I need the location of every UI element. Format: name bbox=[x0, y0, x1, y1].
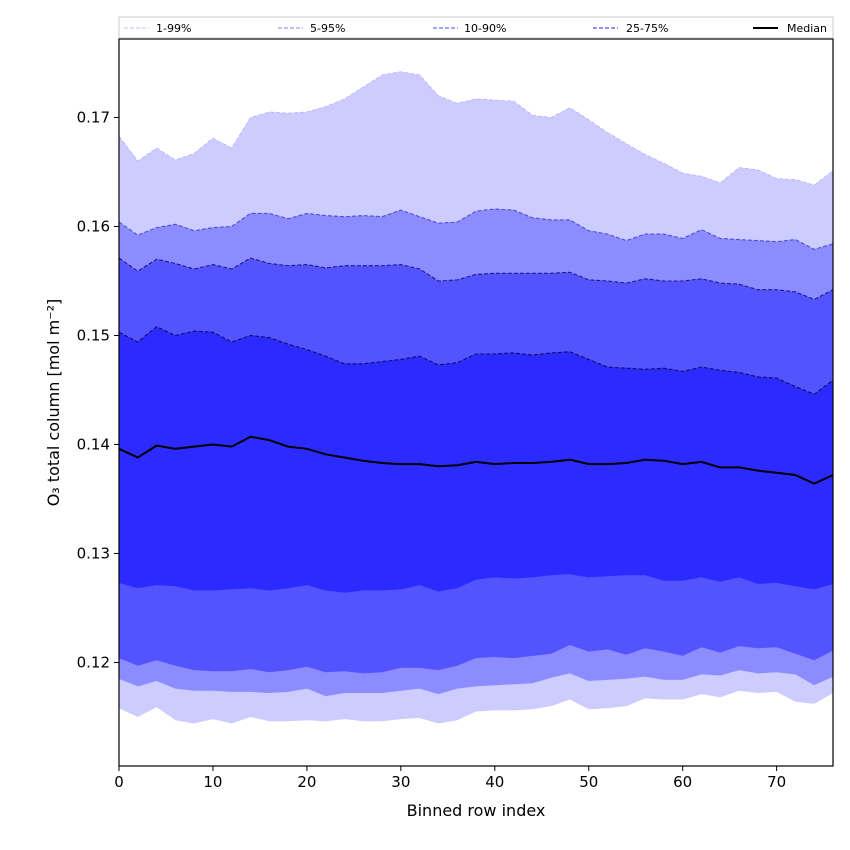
x-tick-label: 70 bbox=[767, 773, 786, 791]
band-25-75pct bbox=[119, 326, 833, 593]
y-tick-label: 0.17 bbox=[77, 108, 110, 126]
x-tick-label: 20 bbox=[297, 773, 316, 791]
legend-box bbox=[118, 16, 834, 39]
band-upper-line-5-95pct bbox=[118, 208, 834, 250]
legend-label: Median bbox=[787, 22, 827, 35]
x-tick-label: 50 bbox=[579, 773, 598, 791]
legend-label: 25-75% bbox=[626, 22, 668, 35]
plot-frame bbox=[118, 38, 834, 767]
y-tick-label: 0.13 bbox=[77, 544, 110, 562]
legend-label: 5-95% bbox=[310, 22, 345, 35]
y-tick-label: 0.14 bbox=[77, 435, 110, 453]
y-axis-label: O₃ total column [mol m⁻²] bbox=[44, 299, 63, 507]
y-tick-label: 0.12 bbox=[77, 653, 110, 671]
band-upper-line-25-75pct bbox=[118, 326, 834, 395]
x-tick-label: 60 bbox=[673, 773, 692, 791]
band-upper-line-10-90pct bbox=[118, 257, 834, 301]
x-axis-label: Binned row index bbox=[407, 801, 546, 820]
band-upper-line-1-99pct bbox=[118, 71, 834, 186]
y-tick-label: 0.15 bbox=[77, 326, 110, 344]
legend-label: 1-99% bbox=[156, 22, 191, 35]
y-axis: 0.12 0.13 0.14 0.15 0.16 0.17 bbox=[77, 108, 119, 671]
median-line bbox=[118, 435, 834, 485]
median-layer bbox=[118, 435, 834, 485]
y-tick-label: 0.16 bbox=[77, 217, 110, 235]
legend: 1-99% 5-95% 10-90% 25-75% Median bbox=[118, 16, 834, 39]
legend-label: 10-90% bbox=[464, 22, 506, 35]
x-axis: 0 10 20 30 40 50 60 70 bbox=[114, 766, 786, 791]
x-tick-label: 40 bbox=[485, 773, 504, 791]
bands-layer bbox=[118, 71, 834, 724]
x-tick-label: 10 bbox=[203, 773, 222, 791]
x-tick-label: 30 bbox=[391, 773, 410, 791]
x-tick-label: 0 bbox=[114, 773, 124, 791]
